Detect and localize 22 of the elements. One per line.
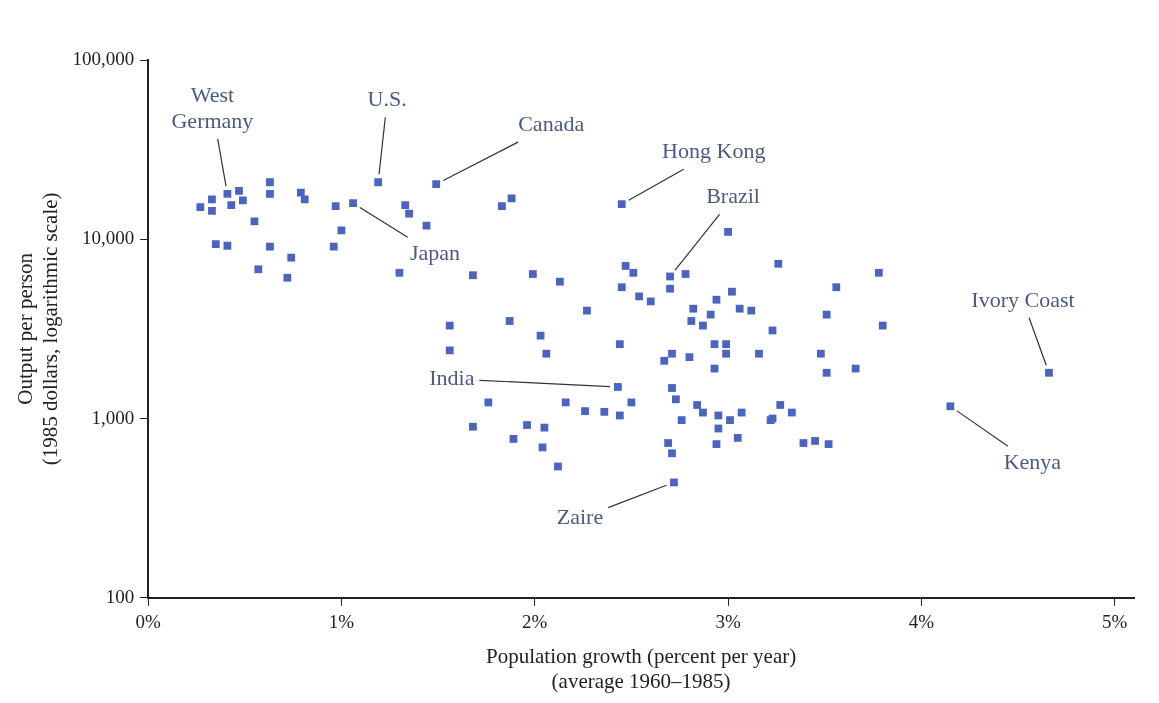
x-tick-label: 0% xyxy=(135,611,161,633)
annotation: Ivory Coast xyxy=(971,286,1075,312)
annotation: Brazil xyxy=(706,183,760,209)
x-tick-label: 2% xyxy=(522,611,548,633)
annotation: Canada xyxy=(518,110,585,136)
x-tick-label: 5% xyxy=(1102,611,1128,633)
annotation: U.S. xyxy=(367,86,407,112)
x-axis-title: Population growth (percent per year) (average 1960–1985) xyxy=(485,643,797,693)
y-axis-title: Output per person (1985 dollars, logarithmic scale) xyxy=(13,192,63,466)
y-tick-label: 10,000 xyxy=(81,227,135,249)
annotation: India xyxy=(429,364,475,390)
annotation: Kenya xyxy=(1003,449,1062,475)
annotation: Zaire xyxy=(556,504,604,530)
annotation: Japan xyxy=(410,239,461,265)
x-tick-label: 1% xyxy=(328,611,355,633)
y-tick-label: 100,000 xyxy=(72,47,135,69)
annotation: West Germany xyxy=(171,81,254,133)
annotation: Hong Kong xyxy=(662,137,766,163)
y-tick-label: 100 xyxy=(105,585,135,607)
x-tick-label: 3% xyxy=(715,611,741,633)
x-tick-label: 4% xyxy=(908,611,935,633)
y-tick-label: 1,000 xyxy=(91,406,135,428)
